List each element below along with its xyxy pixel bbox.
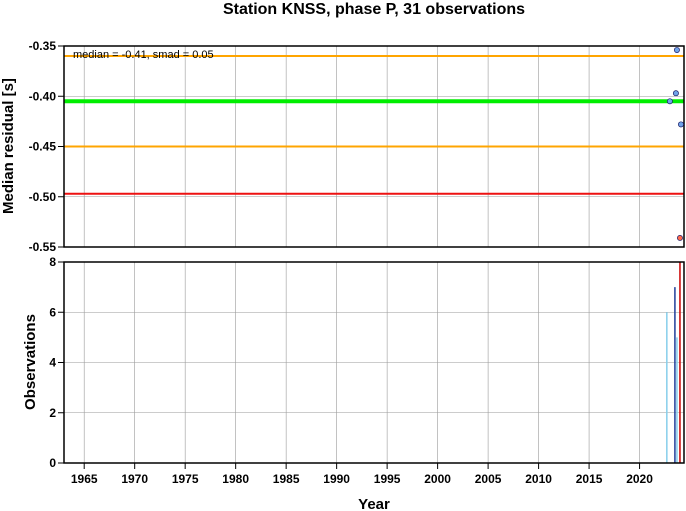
y-tick-label: 4 [49, 356, 56, 370]
y-tick-label: -0.50 [29, 190, 57, 204]
x-tick-label: 2015 [576, 472, 603, 486]
data-point [666, 98, 673, 105]
y-tick-label: -0.35 [29, 39, 57, 53]
chart-title: Station KNSS, phase P, 31 observations [223, 1, 525, 18]
y-tick-label: 8 [49, 255, 56, 269]
x-tick-label: 1990 [323, 472, 350, 486]
stats-annotation: median = -0.41, smad = 0.05 [73, 49, 214, 61]
x-tick-label: 1975 [172, 472, 199, 486]
residual-y-axis-label: Median residual [s] [0, 78, 17, 214]
data-point [677, 235, 683, 241]
y-tick-label: 0 [49, 456, 56, 470]
data-point [672, 90, 679, 97]
observation-bar [676, 337, 678, 463]
x-axis-label: Year [358, 496, 390, 511]
x-tick-label: 1985 [273, 472, 300, 486]
x-tick-label: 2005 [475, 472, 502, 486]
residual-reference-lines [64, 55, 684, 195]
observations-y-axis-label: Observations [22, 314, 39, 410]
x-tick-label: 2020 [626, 472, 653, 486]
data-point [678, 121, 684, 128]
x-tick-label: 2000 [424, 472, 451, 486]
data-point [673, 47, 680, 53]
y-tick-label: -0.45 [29, 140, 57, 154]
y-tick-label: -0.40 [29, 89, 57, 103]
observations-y-ticks: 0 2 4 6 8 [49, 255, 64, 470]
x-tick-label: 1965 [71, 472, 98, 486]
y-tick-label: 2 [49, 406, 56, 420]
observations-panel: 0 2 4 6 8 1965 1970 1975 1980 1985 1990 1995 2000 20… [22, 255, 685, 511]
observations-grid [64, 261, 684, 464]
residual-points [666, 47, 684, 241]
y-tick-label: 6 [49, 305, 56, 319]
observations-x-ticks: 1965 1970 1975 1980 1985 1990 1995 2000 2005 2010… [71, 463, 653, 486]
observation-bar [674, 287, 676, 463]
observations-bars [666, 262, 681, 463]
observation-bar [666, 312, 668, 463]
x-tick-label: 1995 [374, 472, 401, 486]
observation-bar [679, 262, 681, 463]
y-tick-label: -0.55 [29, 240, 57, 254]
x-tick-label: 1980 [222, 472, 249, 486]
x-tick-label: 2010 [525, 472, 552, 486]
residual-panel: -0.35 -0.40 -0.45 -0.50 -0.55 median = -0.41… [0, 39, 685, 254]
x-tick-label: 1970 [121, 472, 148, 486]
residual-y-ticks: -0.35 -0.40 -0.45 -0.50 -0.55 [29, 39, 64, 254]
